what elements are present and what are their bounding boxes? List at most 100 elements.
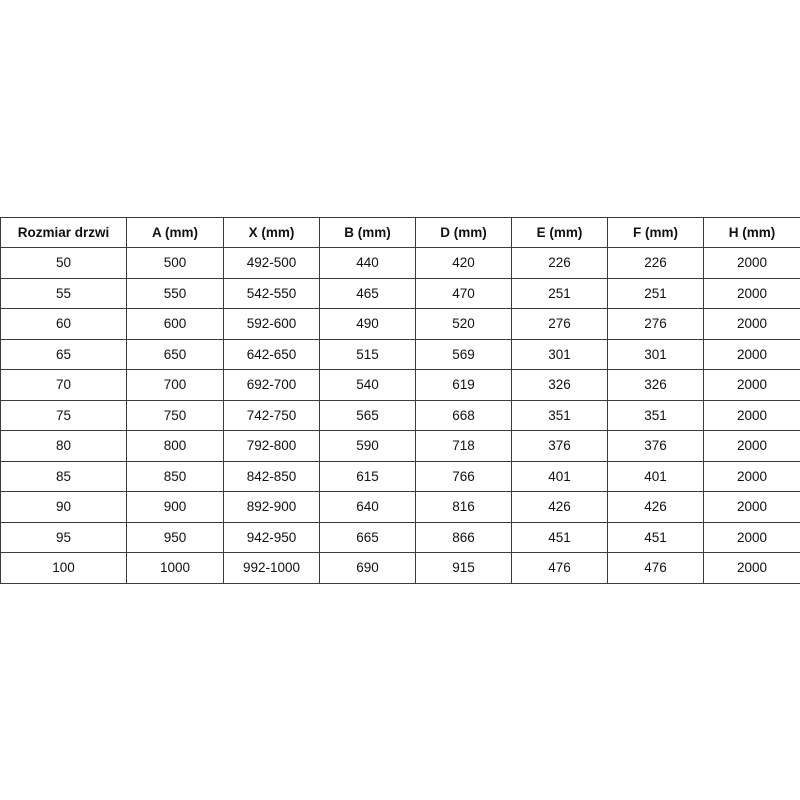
- table-cell: 326: [607, 369, 704, 401]
- table-cell: 90: [0, 491, 127, 523]
- column-header: Rozmiar drzwi: [0, 217, 127, 248]
- table-cell: 2000: [703, 430, 800, 462]
- table-cell: 992-1000: [223, 552, 320, 584]
- table-row: 50 500 492-500 440 420 226 226 2000: [0, 247, 800, 279]
- table-cell: 2000: [703, 308, 800, 340]
- table-cell: 792-800: [223, 430, 320, 462]
- table-cell: 690: [319, 552, 416, 584]
- table-cell: 476: [511, 552, 608, 584]
- table-cell: 2000: [703, 277, 800, 309]
- table-cell: 766: [415, 460, 512, 492]
- column-header: H (mm): [703, 217, 800, 248]
- table-cell: 615: [319, 460, 416, 492]
- table-cell: 440: [319, 247, 416, 279]
- column-header: F (mm): [607, 217, 704, 248]
- table-cell: 915: [415, 552, 512, 584]
- table-cell: 226: [511, 247, 608, 279]
- table-cell: 500: [126, 247, 224, 279]
- table-cell: 50: [0, 247, 127, 279]
- table-cell: 401: [607, 460, 704, 492]
- column-header: D (mm): [415, 217, 512, 248]
- table-cell: 451: [511, 521, 608, 553]
- table-cell: 426: [607, 491, 704, 523]
- table-cell: 550: [126, 277, 224, 309]
- column-header: A (mm): [126, 217, 224, 248]
- table-cell: 2000: [703, 247, 800, 279]
- table-cell: 565: [319, 399, 416, 431]
- table-cell: 842-850: [223, 460, 320, 492]
- table-cell: 426: [511, 491, 608, 523]
- table-cell: 492-500: [223, 247, 320, 279]
- table-cell: 515: [319, 338, 416, 370]
- table-cell: 70: [0, 369, 127, 401]
- table-cell: 301: [511, 338, 608, 370]
- table-cell: 351: [607, 399, 704, 431]
- table-cell: 520: [415, 308, 512, 340]
- table-cell: 251: [511, 277, 608, 309]
- table-cell: 80: [0, 430, 127, 462]
- table-row: 75 750 742-750 565 668 351 351 2000: [0, 399, 800, 431]
- header-row: Rozmiar drzwi A (mm) X (mm) B (mm) D (mm) E (…: [0, 217, 800, 248]
- table-cell: 2000: [703, 460, 800, 492]
- table-cell: 866: [415, 521, 512, 553]
- table-cell: 950: [126, 521, 224, 553]
- table-cell: 800: [126, 430, 224, 462]
- table-cell: 376: [607, 430, 704, 462]
- table-cell: 590: [319, 430, 416, 462]
- table-cell: 100: [0, 552, 127, 584]
- table-cell: 542-550: [223, 277, 320, 309]
- table-cell: 276: [607, 308, 704, 340]
- table-cell: 642-650: [223, 338, 320, 370]
- table-cell: 95: [0, 521, 127, 553]
- column-header: X (mm): [223, 217, 320, 248]
- column-header: B (mm): [319, 217, 416, 248]
- table-cell: 251: [607, 277, 704, 309]
- table-row: 80 800 792-800 590 718 376 376 2000: [0, 430, 800, 462]
- table-cell: 665: [319, 521, 416, 553]
- table-cell: 942-950: [223, 521, 320, 553]
- table-cell: 650: [126, 338, 224, 370]
- table-cell: 892-900: [223, 491, 320, 523]
- table-cell: 226: [607, 247, 704, 279]
- table-cell: 692-700: [223, 369, 320, 401]
- table-cell: 750: [126, 399, 224, 431]
- table-cell: 2000: [703, 369, 800, 401]
- table-row: 60 600 592-600 490 520 276 276 2000: [0, 308, 800, 340]
- table-cell: 2000: [703, 399, 800, 431]
- door-size-table: Rozmiar drzwi A (mm) X (mm) B (mm) D (mm) E (…: [0, 217, 800, 584]
- table-cell: 401: [511, 460, 608, 492]
- table-cell: 75: [0, 399, 127, 431]
- column-header: E (mm): [511, 217, 608, 248]
- table-cell: 2000: [703, 338, 800, 370]
- table-cell: 742-750: [223, 399, 320, 431]
- table-row: 70 700 692-700 540 619 326 326 2000: [0, 369, 800, 401]
- table-cell: 1000: [126, 552, 224, 584]
- table-cell: 2000: [703, 491, 800, 523]
- table-cell: 376: [511, 430, 608, 462]
- table-cell: 490: [319, 308, 416, 340]
- table-cell: 718: [415, 430, 512, 462]
- table-row: 90 900 892-900 640 816 426 426 2000: [0, 491, 800, 523]
- table-cell: 850: [126, 460, 224, 492]
- table-row: 65 650 642-650 515 569 301 301 2000: [0, 338, 800, 370]
- table-cell: 420: [415, 247, 512, 279]
- table-cell: 326: [511, 369, 608, 401]
- table-cell: 900: [126, 491, 224, 523]
- table-cell: 600: [126, 308, 224, 340]
- table-row: 95 950 942-950 665 866 451 451 2000: [0, 521, 800, 553]
- table-row: 85 850 842-850 615 766 401 401 2000: [0, 460, 800, 492]
- table-cell: 816: [415, 491, 512, 523]
- table-cell: 700: [126, 369, 224, 401]
- table-cell: 640: [319, 491, 416, 523]
- table-cell: 465: [319, 277, 416, 309]
- table-cell: 55: [0, 277, 127, 309]
- table-cell: 2000: [703, 552, 800, 584]
- table-cell: 276: [511, 308, 608, 340]
- table-cell: 540: [319, 369, 416, 401]
- table-cell: 65: [0, 338, 127, 370]
- table-cell: 476: [607, 552, 704, 584]
- table-cell: 470: [415, 277, 512, 309]
- table-cell: 60: [0, 308, 127, 340]
- table-cell: 668: [415, 399, 512, 431]
- table-cell: 351: [511, 399, 608, 431]
